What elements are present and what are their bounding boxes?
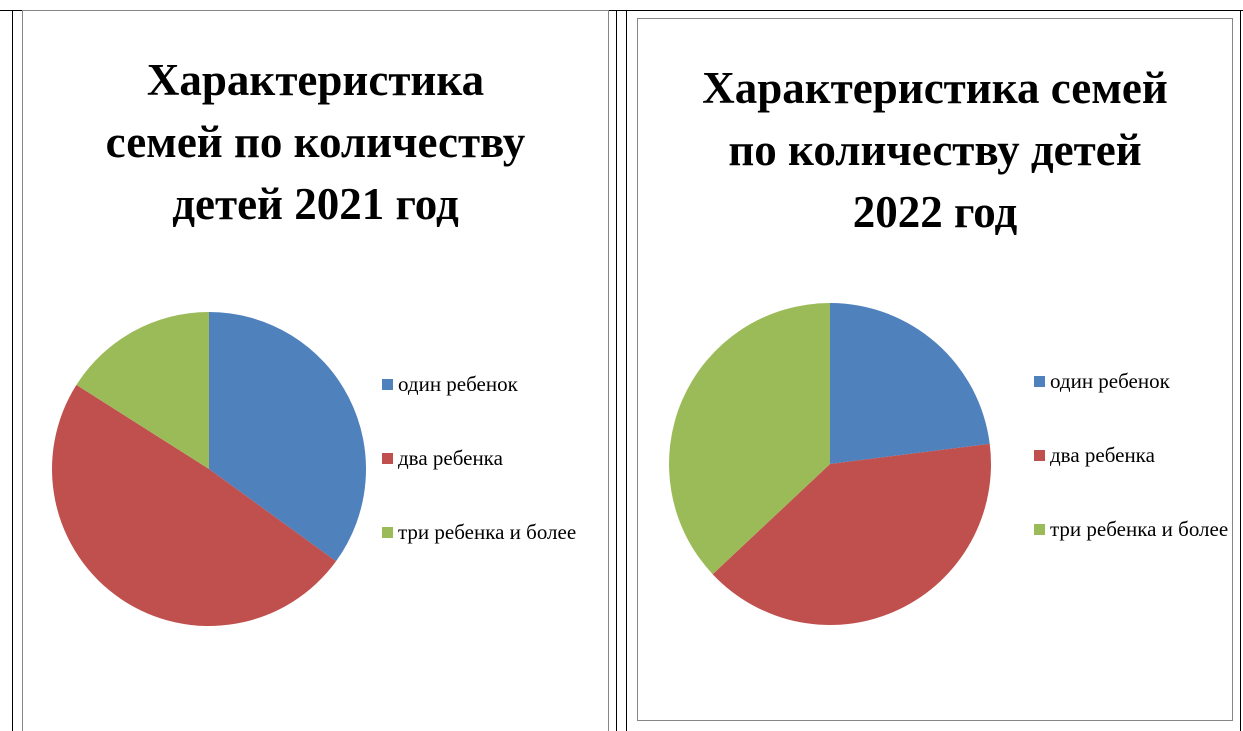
legend-entry: один ребенок	[1034, 368, 1230, 394]
legend-swatch	[1034, 450, 1045, 461]
legend: один ребенок два ребенка три ребенка и бол…	[382, 371, 578, 593]
legend-entry: два ребенка	[1034, 442, 1230, 468]
pie-slice	[76, 312, 209, 469]
legend-entry: один ребенок	[382, 371, 578, 397]
chart-title: Характеристика семей по количеству детей…	[105, 55, 526, 229]
table-border	[0, 10, 1243, 11]
legend-swatch	[382, 379, 393, 390]
table-border	[616, 10, 617, 731]
legend-swatch	[1034, 376, 1045, 387]
legend-label: три ребенка и более	[1050, 517, 1229, 541]
pie-chart	[669, 303, 991, 626]
table-border	[626, 10, 627, 731]
legend-label: три ребенка и более	[398, 520, 577, 544]
table-border	[1240, 10, 1241, 731]
legend-swatch	[382, 453, 393, 464]
legend-swatch	[1034, 524, 1045, 535]
pie-slice	[51, 384, 337, 627]
legend: один ребенок два ребенка три ребенка и бол…	[1034, 368, 1230, 590]
legend-label: один ребенок	[398, 372, 518, 396]
chart-panel: Характеристика семей по количеству детей…	[637, 18, 1233, 721]
table-border	[12, 10, 13, 731]
chart-panel: Характеристика семей по количеству детей…	[22, 10, 609, 731]
legend-entry: два ребенка	[382, 445, 578, 471]
pie-slice	[669, 303, 830, 575]
chart-title: Характеристика семей по количеству детей…	[702, 63, 1168, 237]
legend-entry: три ребенка и более	[1034, 516, 1230, 542]
legend-swatch	[382, 527, 393, 538]
pie-chart	[51, 312, 366, 627]
legend-label: два ребенка	[398, 446, 503, 470]
legend-label: два ребенка	[1050, 443, 1155, 467]
legend-entry: три ребенка и более	[382, 519, 578, 545]
pie-slice	[830, 303, 990, 464]
legend-label: один ребенок	[1050, 369, 1170, 393]
pie-slice	[209, 312, 366, 562]
pie-slice	[712, 443, 991, 626]
